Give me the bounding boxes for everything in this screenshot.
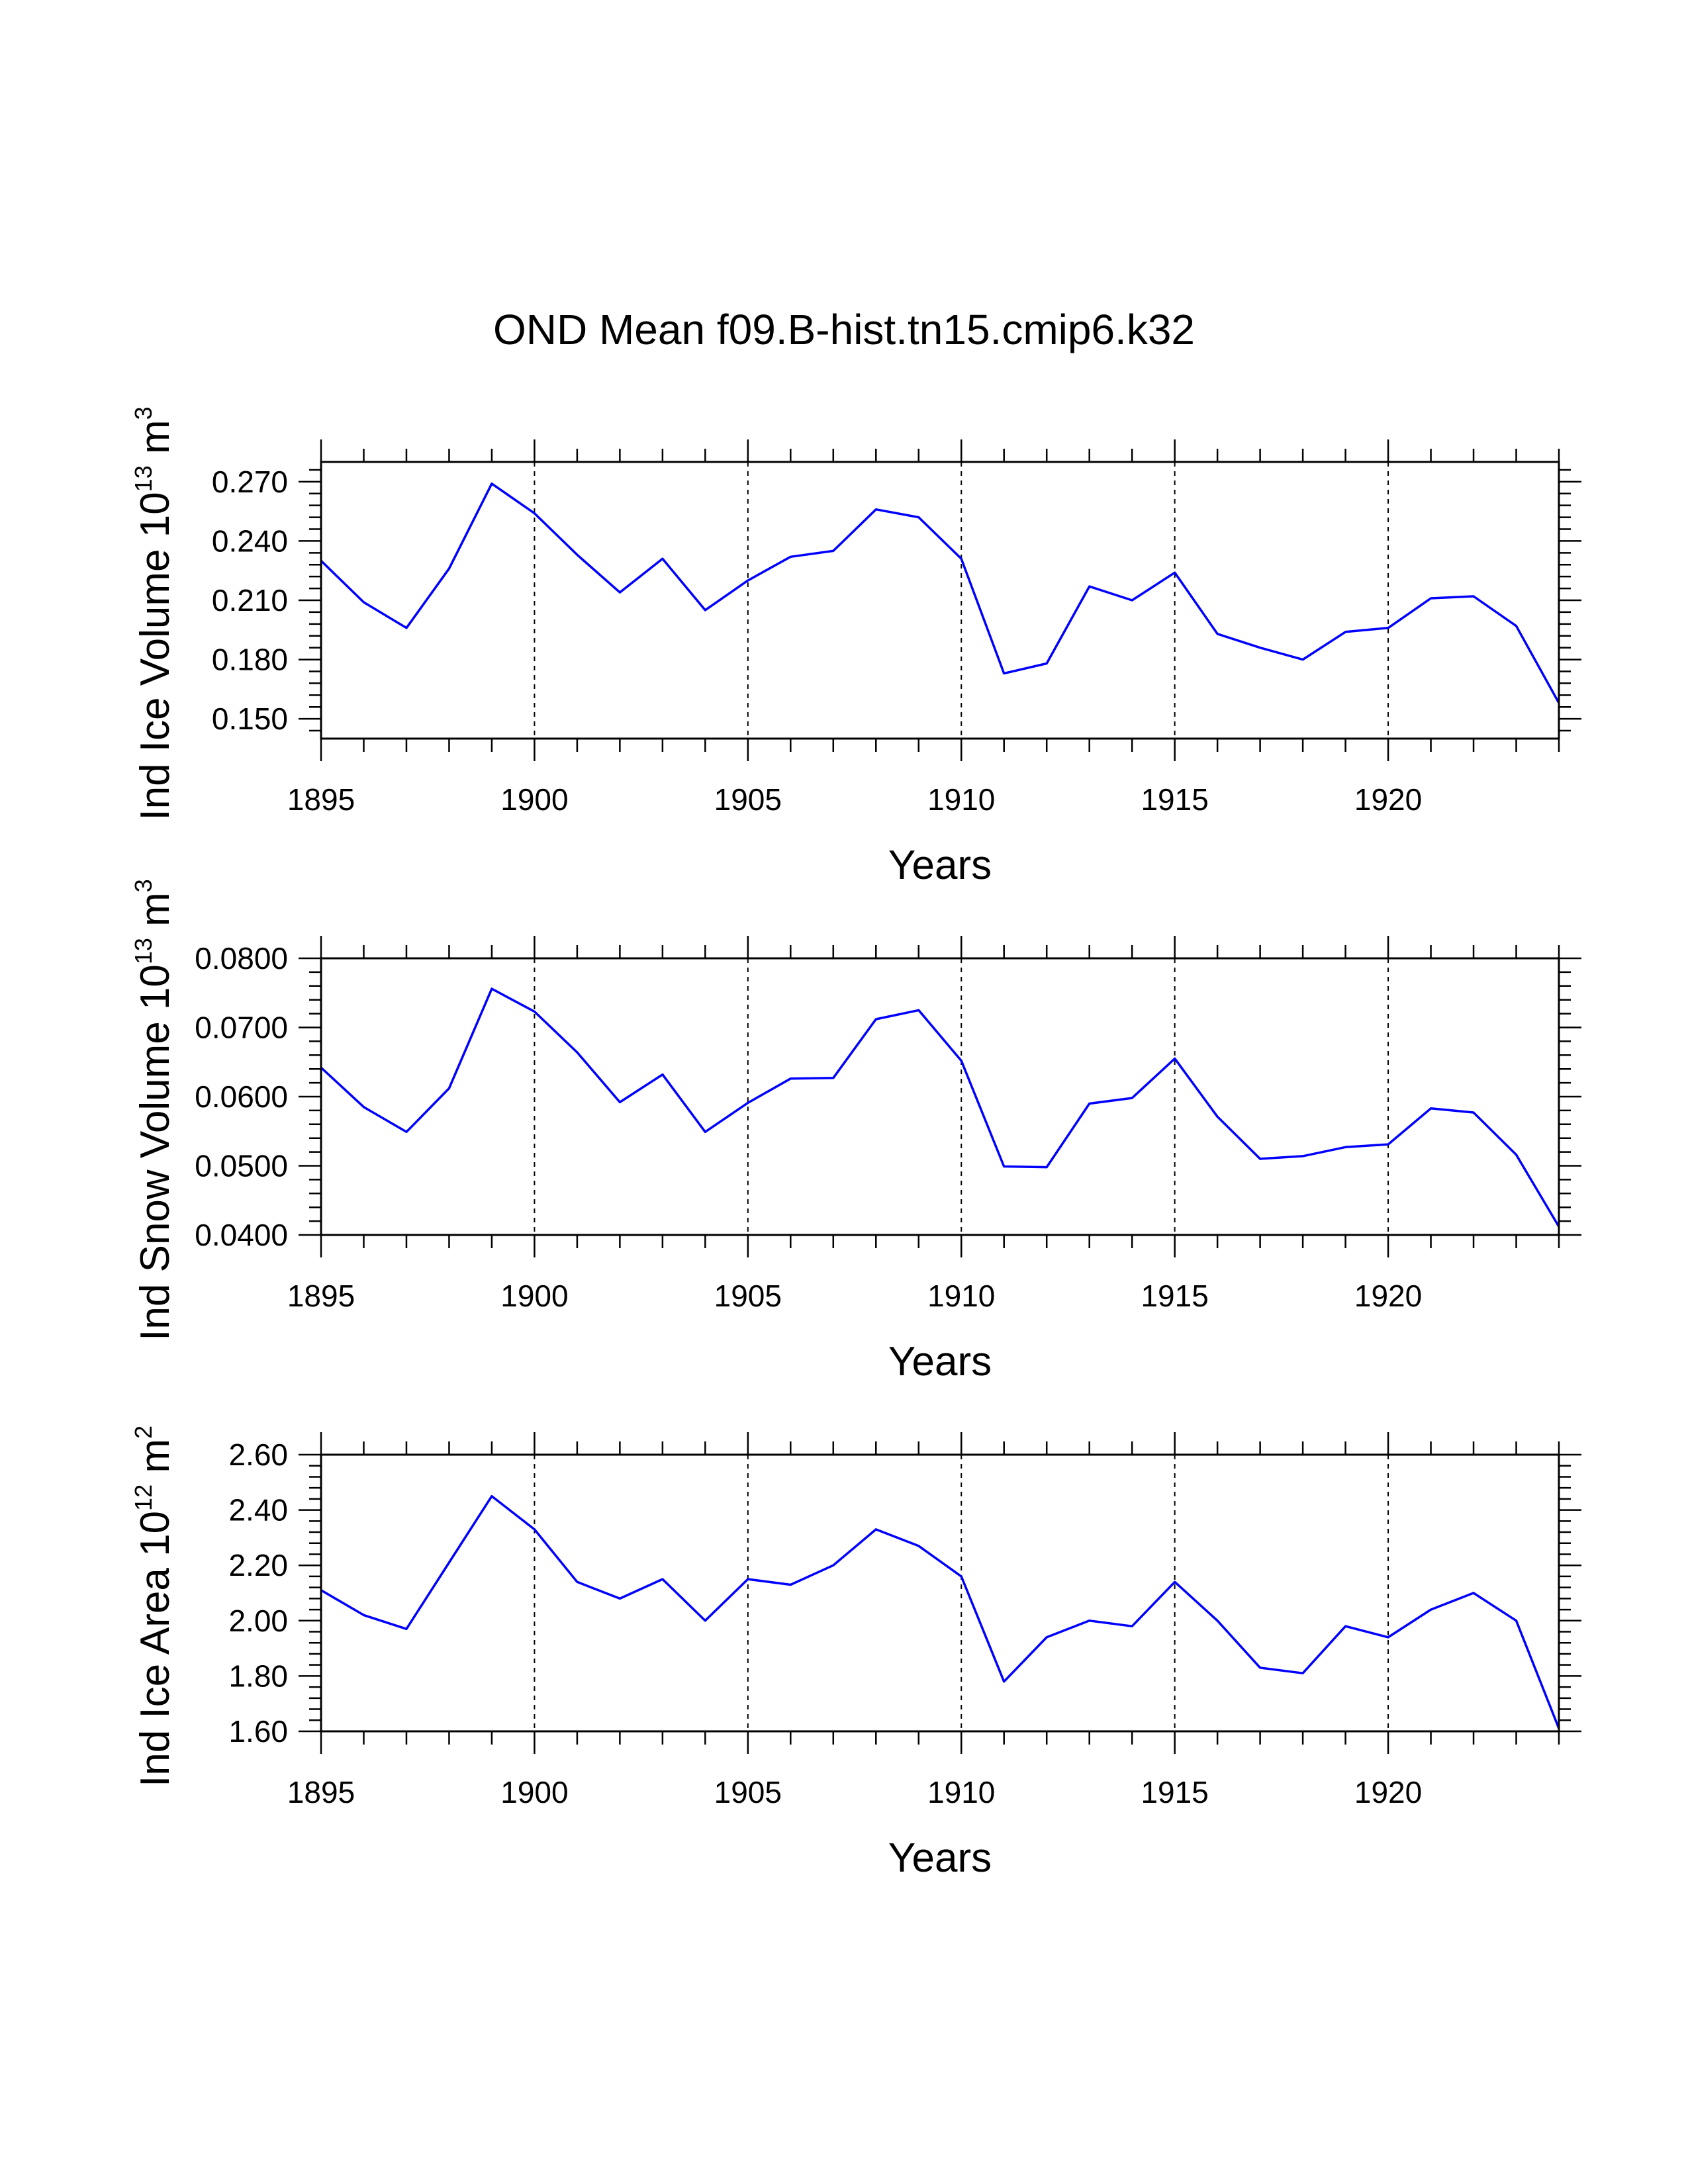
x-axis-title: Years (888, 1339, 992, 1385)
y-tick-label: 2.20 (228, 1548, 288, 1582)
series-line (320, 1494, 1560, 1729)
y-tick-label: 0.0400 (195, 1218, 288, 1252)
x-tick-label: 1895 (287, 782, 355, 817)
y-tick-label: 0.180 (212, 643, 288, 677)
x-tick-label: 1910 (927, 782, 995, 817)
y-tick-label: 0.270 (212, 465, 288, 499)
x-tick-label: 1920 (1354, 782, 1422, 817)
y-tick-label: 0.0700 (195, 1011, 288, 1045)
x-tick-label: 1920 (1354, 1775, 1422, 1809)
x-tick-label: 1915 (1141, 782, 1208, 817)
series-line (320, 482, 1560, 704)
x-tick-label: 1895 (287, 1775, 355, 1809)
y-tick-label: 2.60 (228, 1437, 288, 1472)
x-tick-label: 1900 (500, 1279, 568, 1313)
x-tick-label: 1920 (1354, 1279, 1422, 1313)
x-tick-label: 1895 (287, 1279, 355, 1313)
x-tick-label: 1900 (500, 1775, 568, 1809)
x-axis-title: Years (888, 842, 992, 888)
x-tick-label: 1905 (714, 1775, 782, 1809)
x-tick-label: 1910 (927, 1279, 995, 1313)
y-tick-label: 0.150 (212, 702, 288, 736)
panel-2: 1895 1900 1905 1910 1915 1920 0.0400 0.0500 0.06… (130, 879, 1581, 1385)
y-tick-label: 1.60 (228, 1714, 288, 1749)
x-tick-label: 1905 (714, 1279, 782, 1313)
panel-3: 1895 1900 1905 1910 1915 1920 1.60 1.80 2.00 2.20… (130, 1426, 1581, 1881)
x-tick-label: 1905 (714, 782, 782, 817)
y-tick-label: 2.00 (228, 1604, 288, 1638)
y-axis-title: Ind Snow Volume 1013 m3 (130, 879, 178, 1341)
series-line (320, 987, 1560, 1228)
panels: 1895 1900 1905 1910 1915 1920 0.150 0.180 0.210 0… (130, 406, 1581, 1881)
y-tick-label: 1.80 (228, 1659, 288, 1693)
plot-frame (320, 1453, 1560, 1733)
x-axis-title: Years (888, 1835, 992, 1881)
x-tick-label: 1915 (1141, 1279, 1208, 1313)
x-tick-label: 1910 (927, 1775, 995, 1809)
y-tick-label: 0.0600 (195, 1079, 288, 1114)
panel-1: 1895 1900 1905 1910 1915 1920 0.150 0.180 0.210 0… (130, 406, 1581, 888)
chart-title: OND Mean f09.B-hist.tn15.cmip6.k32 (493, 306, 1195, 353)
x-tick-label: 1915 (1141, 1775, 1208, 1809)
y-tick-label: 0.0500 (195, 1149, 288, 1183)
y-axis-title: Ind Ice Area 1012 m2 (130, 1426, 178, 1787)
y-tick-label: 0.0800 (195, 941, 288, 976)
y-tick-label: 0.240 (212, 523, 288, 558)
x-tick-label: 1900 (500, 782, 568, 817)
y-tick-label: 2.40 (228, 1493, 288, 1527)
y-tick-label: 0.210 (212, 583, 288, 617)
y-axis-title: Ind Ice Volume 1013 m3 (130, 406, 178, 820)
